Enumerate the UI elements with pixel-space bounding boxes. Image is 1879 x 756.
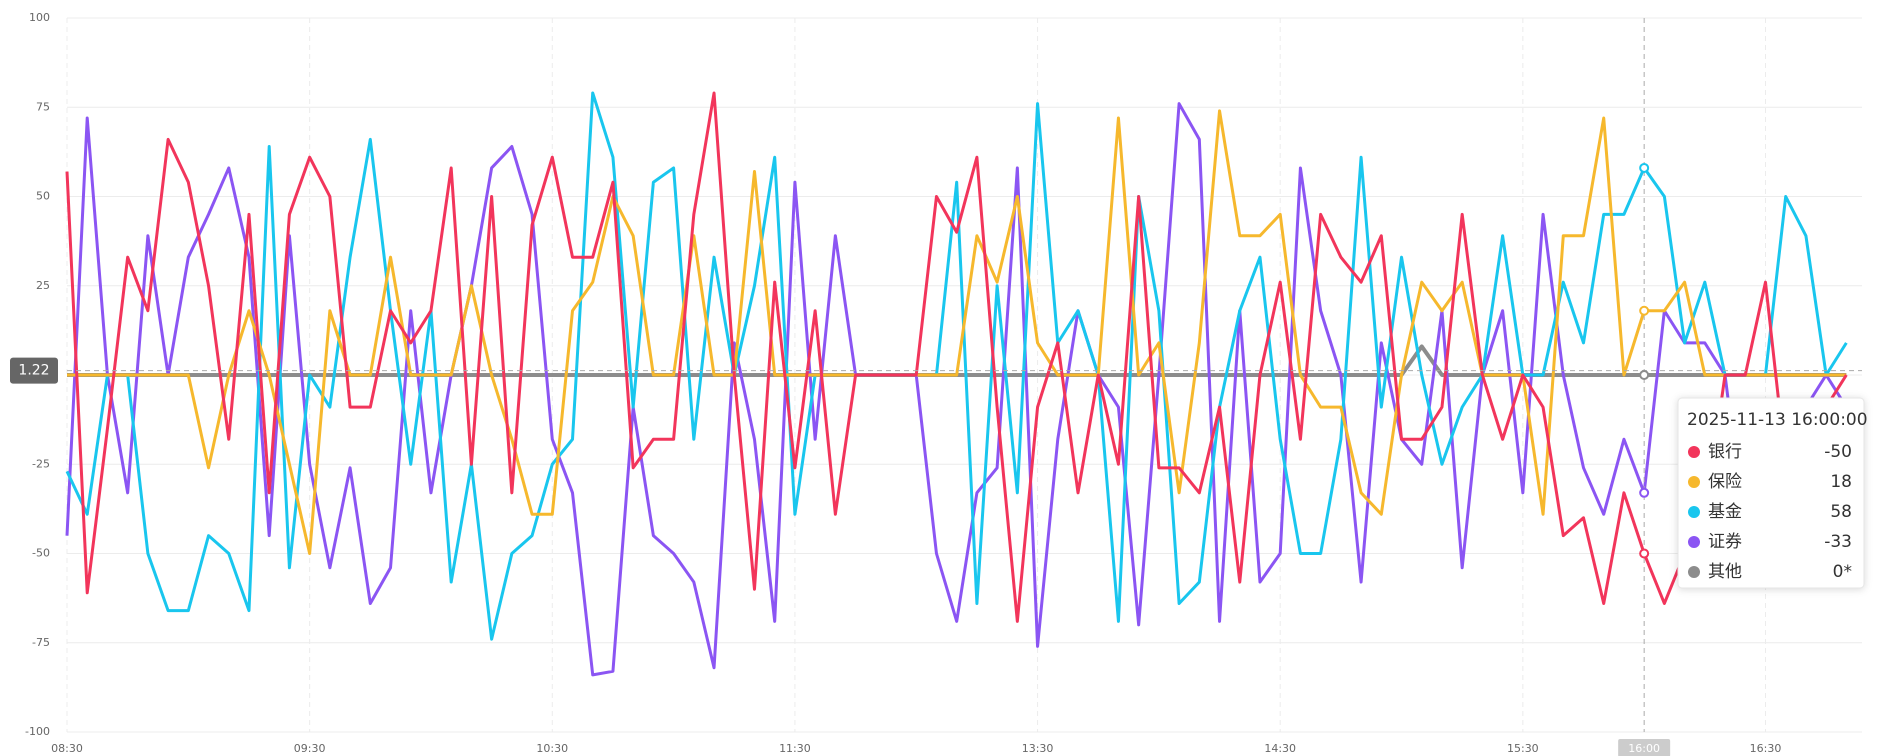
y-tick-label: -75 — [32, 636, 50, 649]
y-tick-label: 75 — [36, 100, 50, 113]
pointer-marker — [1639, 305, 1650, 316]
tooltip-name: 基金 — [1708, 502, 1742, 522]
pointer-marker — [1639, 548, 1650, 559]
x-tick-label: 13:30 — [1022, 742, 1054, 755]
tooltip-dot — [1688, 506, 1700, 518]
pointer-marker — [1639, 162, 1650, 173]
axis-pointer-box — [1618, 739, 1671, 756]
x-tick-label: 08:30 — [51, 742, 83, 755]
x-tick-label: 15:30 — [1507, 742, 1539, 755]
tooltip-dot — [1688, 536, 1700, 548]
x-tick-label: 14:30 — [1264, 742, 1296, 755]
tooltip-name: 银行 — [1708, 442, 1742, 462]
y-tick-label: -50 — [32, 547, 50, 560]
tooltip-box — [1677, 397, 1865, 589]
pointer-marker — [1639, 487, 1650, 498]
y-tick-label: -100 — [25, 725, 50, 738]
tooltip-value: 18 — [1830, 472, 1852, 492]
pointer-y-box — [10, 357, 58, 384]
tooltip-value: 0* — [1833, 562, 1852, 582]
tooltip-name: 保险 — [1708, 472, 1742, 492]
tooltip-dot — [1688, 566, 1700, 578]
series-line — [65, 91, 1848, 641]
tooltip-value: 58 — [1830, 502, 1852, 522]
series-line — [67, 109, 1847, 555]
x-tick-label: 16:30 — [1750, 742, 1782, 755]
tooltip-value: -50 — [1824, 442, 1852, 462]
x-tick-label: 11:30 — [779, 742, 811, 755]
tooltip-title: 2025-11-13 16:00:00 — [1687, 410, 1868, 430]
y-tick-label: 50 — [36, 190, 50, 203]
pointer-y-label: 1.22 — [18, 363, 49, 379]
pointer-marker — [1639, 370, 1650, 380]
y-tick-label: -25 — [32, 457, 50, 470]
series-line — [65, 91, 1848, 623]
tooltip-dot — [1688, 446, 1700, 458]
x-tick-label: 10:30 — [536, 742, 568, 755]
tooltip-value: -33 — [1824, 532, 1852, 552]
y-tick-label: 25 — [36, 279, 50, 292]
x-pointer-label: 16:00 — [1628, 742, 1660, 755]
y-tick-label: 100 — [29, 11, 50, 24]
tooltip-dot — [1688, 476, 1700, 488]
x-tick-label: 09:30 — [294, 742, 326, 755]
tooltip-name: 其他 — [1708, 562, 1742, 582]
tooltip-name: 证券 — [1708, 532, 1742, 552]
series-line — [65, 102, 1848, 677]
